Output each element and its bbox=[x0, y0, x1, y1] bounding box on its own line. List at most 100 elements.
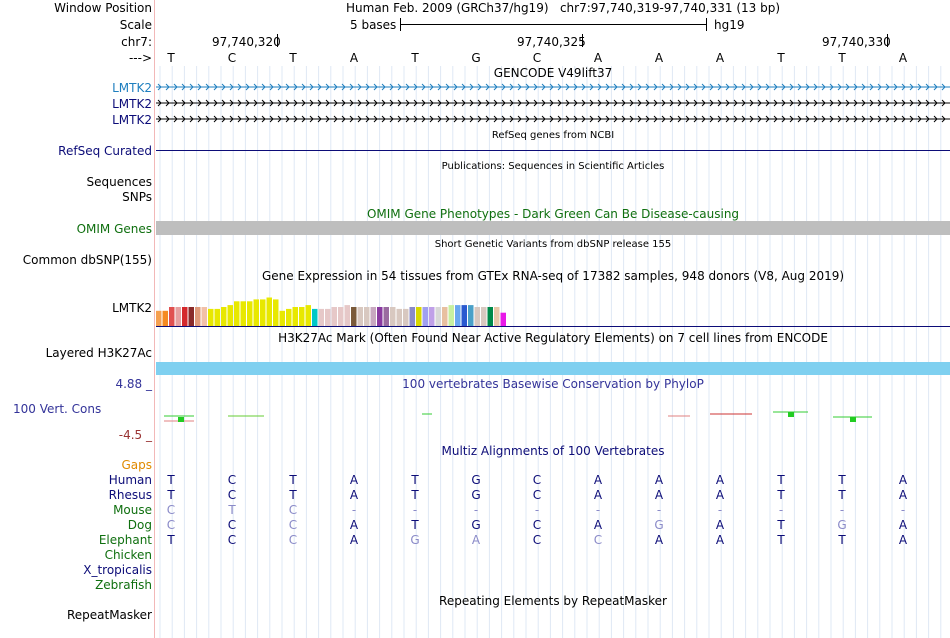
gtex-tissue-bar bbox=[481, 307, 487, 326]
strand-chevron bbox=[349, 115, 354, 123]
strand-chevron bbox=[653, 99, 658, 107]
publications-sequences-label[interactable]: Sequences bbox=[86, 175, 152, 189]
strand-chevron bbox=[629, 99, 634, 107]
multiz-base: A bbox=[654, 533, 664, 547]
strand-chevron bbox=[749, 83, 754, 91]
gtex-label[interactable]: LMTK2 bbox=[112, 301, 152, 315]
publications-snps-label[interactable]: SNPs bbox=[122, 190, 152, 204]
strand-chevron bbox=[837, 115, 842, 123]
strand-chevron bbox=[549, 99, 554, 107]
multiz-base: G bbox=[654, 518, 664, 532]
strand-chevron bbox=[573, 99, 578, 107]
strand-chevron bbox=[189, 115, 194, 123]
strand-chevron bbox=[621, 115, 626, 123]
strand-chevron bbox=[669, 83, 674, 91]
dbsnp-label[interactable]: Common dbSNP(155) bbox=[22, 253, 152, 267]
multiz-species-label[interactable]: Dog bbox=[127, 518, 152, 532]
multiz-base: T bbox=[411, 488, 419, 502]
strand-chevron bbox=[509, 99, 514, 107]
gtex-tissue-bar bbox=[403, 308, 409, 326]
gtex-tissue-bar bbox=[195, 307, 201, 326]
strand-chevron bbox=[589, 115, 594, 123]
gtex-tissue-bar bbox=[227, 305, 233, 326]
gtex-tissue-bar bbox=[370, 307, 376, 326]
strand-chevron bbox=[341, 115, 346, 123]
strand-chevron bbox=[237, 83, 242, 91]
multiz-base: - bbox=[412, 503, 418, 517]
multiz-base: C bbox=[166, 503, 176, 517]
strand-chevron bbox=[453, 115, 458, 123]
strand-chevron bbox=[925, 83, 930, 91]
strand-chevron bbox=[845, 99, 850, 107]
refseq-label[interactable]: RefSeq Curated bbox=[58, 144, 152, 158]
strand-chevron bbox=[269, 115, 274, 123]
omim-label[interactable]: OMIM Genes bbox=[76, 222, 152, 236]
h3k27ac-signal[interactable] bbox=[156, 362, 950, 375]
scale-label: Scale bbox=[119, 18, 152, 32]
multiz-species-label[interactable]: Rhesus bbox=[108, 488, 152, 502]
strand-chevron bbox=[165, 99, 170, 107]
refseq-gene-line[interactable] bbox=[156, 150, 950, 151]
strand-chevron bbox=[421, 115, 426, 123]
gtex-tissue-bar bbox=[266, 297, 272, 326]
strand-chevron bbox=[813, 83, 818, 91]
strand-chevron bbox=[885, 99, 890, 107]
strand-chevron bbox=[373, 115, 378, 123]
multiz-species-label[interactable]: Chicken bbox=[104, 548, 152, 562]
strand-chevron bbox=[197, 83, 202, 91]
strand-chevron bbox=[733, 83, 738, 91]
h3k27ac-label[interactable]: Layered H3K27Ac bbox=[45, 346, 152, 360]
strand-chevron bbox=[181, 115, 186, 123]
multiz-species-label[interactable]: X_tropicalis bbox=[83, 563, 152, 577]
sequence-base: C bbox=[532, 51, 542, 65]
strand-chevron bbox=[557, 115, 562, 123]
strand-chevron bbox=[877, 115, 882, 123]
sequence-base: A bbox=[593, 51, 603, 65]
omim-gene-block[interactable] bbox=[156, 221, 950, 235]
repeatmasker-label[interactable]: RepeatMasker bbox=[66, 608, 152, 622]
strand-chevron bbox=[301, 115, 306, 123]
multiz-species-label[interactable]: Zebrafish bbox=[95, 578, 152, 592]
strand-chevron bbox=[709, 83, 714, 91]
gtex-tissue-bar bbox=[448, 305, 454, 326]
gencode-track-label[interactable]: LMTK2 bbox=[112, 97, 152, 111]
gencode-track-label[interactable]: LMTK2 bbox=[112, 113, 152, 127]
gencode-transcripts[interactable] bbox=[156, 80, 950, 128]
multiz-gaps-label[interactable]: Gaps bbox=[121, 458, 152, 472]
strand-chevron bbox=[677, 99, 682, 107]
chrom-label: chr7: bbox=[121, 35, 152, 49]
multiz-base: T bbox=[167, 488, 175, 502]
gtex-tissue-bar bbox=[357, 307, 363, 326]
strand-chevron bbox=[413, 83, 418, 91]
tick-label: 97,740,320 bbox=[212, 35, 281, 49]
gencode-track-label[interactable]: LMTK2 bbox=[112, 81, 152, 95]
strand-chevron bbox=[661, 83, 666, 91]
phylop-signal[interactable] bbox=[156, 404, 950, 434]
strand-chevron bbox=[445, 99, 450, 107]
strand-chevron bbox=[709, 99, 714, 107]
strand-chevron bbox=[517, 83, 522, 91]
multiz-base: - bbox=[473, 503, 479, 517]
gtex-expression-chart[interactable] bbox=[156, 284, 950, 328]
strand-chevron bbox=[885, 115, 890, 123]
phylop-label[interactable]: 100 Vert. Cons bbox=[13, 402, 102, 416]
multiz-species-label[interactable]: Mouse bbox=[113, 503, 152, 517]
multiz-species-label[interactable]: Elephant bbox=[98, 533, 152, 547]
multiz-title: Multiz Alignments of 100 Vertebrates bbox=[441, 444, 665, 458]
strand-chevron bbox=[605, 115, 610, 123]
strand-chevron bbox=[701, 115, 706, 123]
strand-chevron bbox=[605, 99, 610, 107]
strand-chevron bbox=[861, 83, 866, 91]
phylop-mark bbox=[178, 417, 184, 422]
strand-chevron bbox=[821, 99, 826, 107]
gtex-title: Gene Expression in 54 tissues from GTEx … bbox=[261, 269, 845, 283]
strand-chevron bbox=[365, 83, 370, 91]
gtex-tissue-bar bbox=[494, 307, 500, 326]
tick-mark bbox=[887, 34, 888, 47]
multiz-species-label[interactable]: Human bbox=[108, 473, 152, 487]
gtex-tissue-bar bbox=[344, 305, 350, 326]
strand-chevron bbox=[405, 115, 410, 123]
strand-chevron bbox=[725, 99, 730, 107]
multiz-base: T bbox=[838, 533, 846, 547]
multiz-base: A bbox=[349, 473, 359, 487]
